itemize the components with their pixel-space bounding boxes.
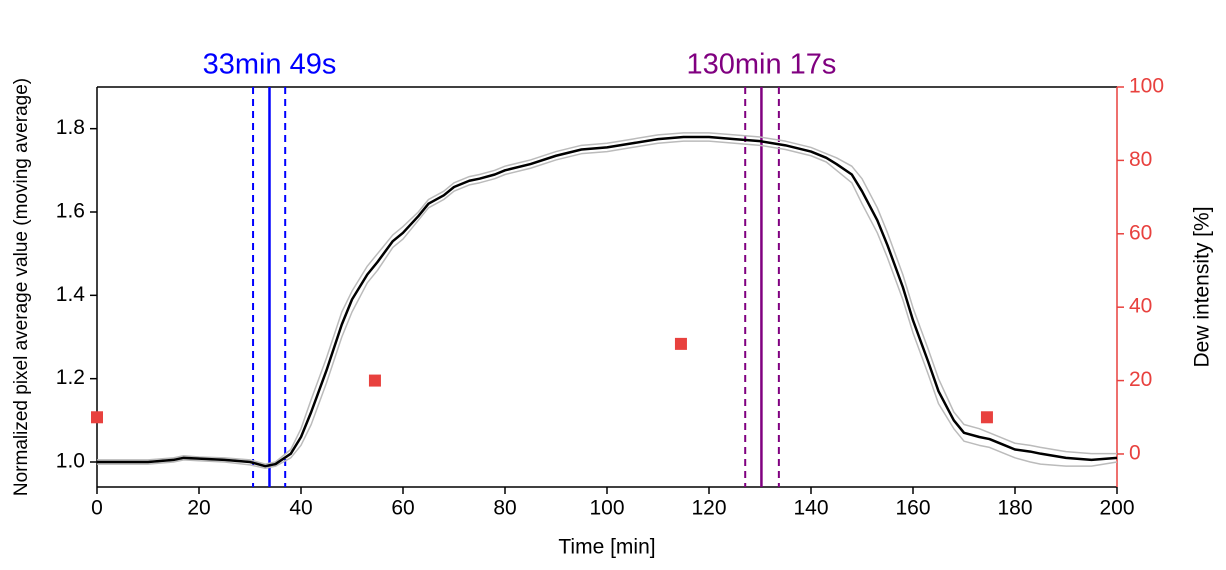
data-line [97,132,1117,465]
x-tick-label: 60 [391,497,414,520]
y-tick-label: 1.2 [56,366,85,389]
y2-tick-label: 80 [1129,148,1152,171]
x-tick-label: 0 [91,497,103,520]
y2-tick-label: 40 [1129,295,1152,318]
dew-point [368,374,381,387]
y2-axis-label: Dew intensity [%] [1191,206,1214,367]
x-axis-label: Time [min] [558,536,655,559]
y2-tick-label: 60 [1129,221,1152,244]
y2-tick-label: 0 [1129,442,1141,465]
y2-tick-label: 100 [1129,75,1164,98]
x-tick-label: 120 [691,497,726,520]
y-tick-label: 1.6 [56,200,85,223]
marker-label: 130min 17s [686,49,836,81]
x-tick-label: 20 [187,497,210,520]
y-axis-label: Normalized pixel average value (moving a… [11,78,32,496]
y-tick-label: 1.8 [56,116,85,139]
marker-label: 33min 49s [203,49,337,81]
y-tick-label: 1.4 [56,283,86,306]
data-line [97,135,1118,468]
dew-point [91,411,103,424]
data-line [97,140,1118,469]
y2-tick-label: 20 [1129,368,1152,391]
y-tick-label: 1.0 [56,450,85,473]
x-tick-label: 100 [589,497,624,520]
x-tick-label: 40 [289,497,312,520]
x-tick-label: 200 [1099,497,1134,520]
x-tick-label: 180 [997,497,1032,520]
x-tick-label: 80 [493,497,516,520]
dew-point [674,337,687,350]
dew-point [980,411,993,424]
x-tick-label: 140 [793,497,828,520]
x-tick-label: 160 [895,497,930,520]
